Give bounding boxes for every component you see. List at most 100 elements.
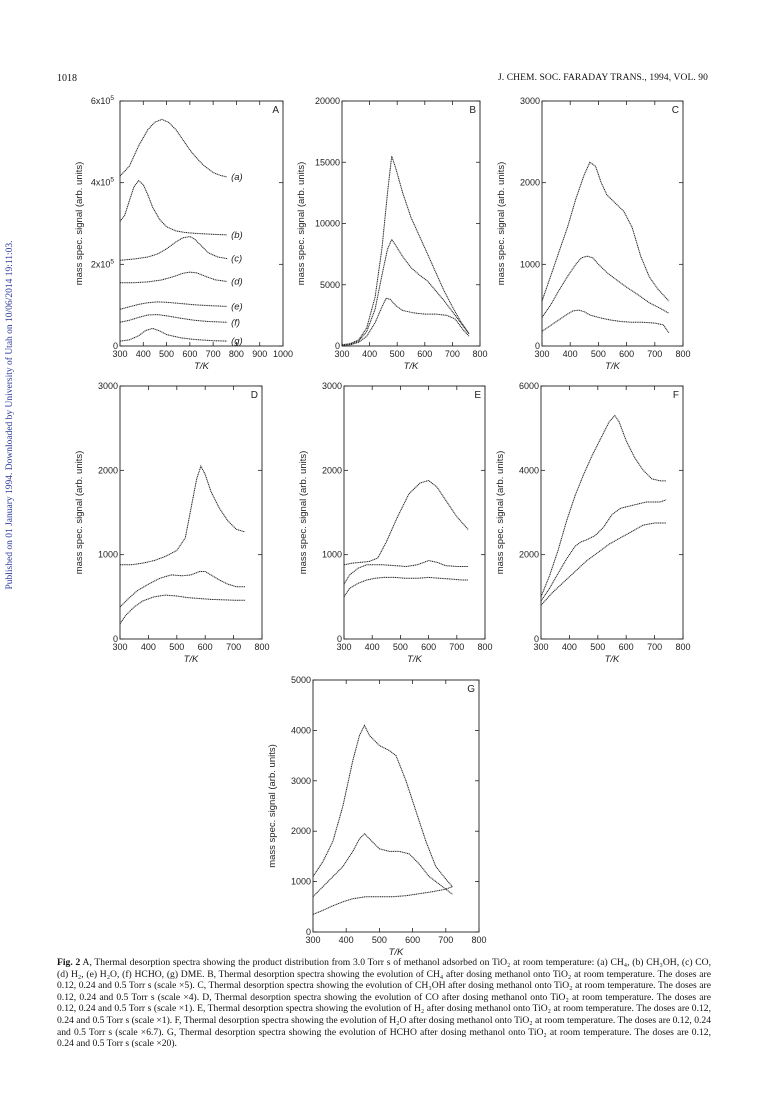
data-series-line	[343, 479, 469, 566]
data-series-line	[119, 571, 245, 608]
data-series-line	[541, 161, 670, 302]
x-axis-label: T/K	[605, 361, 620, 372]
x-tick-label: 500	[393, 642, 408, 652]
series-label: (a)	[231, 172, 243, 183]
y-tick-label: 6x105	[91, 95, 115, 106]
x-tick-label: 700	[226, 642, 241, 652]
y-tick-label: 4000	[519, 465, 539, 475]
y-tick-label: 5000	[291, 675, 311, 685]
x-axis-label: T/K	[404, 361, 419, 372]
x-tick-label: 800	[254, 642, 269, 652]
x-tick-label: 400	[141, 642, 156, 652]
y-tick-exponent: 5	[110, 95, 114, 102]
y-tick-label: 0	[534, 634, 539, 644]
y-tick-exponent: 5	[110, 177, 114, 184]
panel-label: D	[251, 390, 258, 401]
y-tick-label: 4000	[291, 725, 311, 735]
data-series-line	[540, 522, 666, 606]
y-tick-label: 0	[337, 634, 342, 644]
series-label: (c)	[231, 254, 242, 265]
y-tick-label: 5000	[320, 280, 340, 290]
x-tick-label: 900	[252, 349, 267, 359]
running-head: J. CHEM. SOC. FARADAY TRANS., 1994, VOL.…	[498, 73, 708, 83]
y-tick-label: 6000	[519, 381, 539, 391]
panel-label: A	[272, 105, 279, 116]
data-series-line	[119, 327, 228, 342]
y-tick-exponent: 5	[110, 258, 114, 265]
y-tick-label: 10000	[315, 219, 340, 229]
data-series-line	[119, 301, 228, 310]
x-axis-label: T/K	[194, 361, 209, 372]
y-tick-label: 0	[113, 634, 118, 644]
plot-frame	[312, 679, 480, 933]
y-tick-label: 0	[535, 341, 540, 351]
x-axis-label: T/K	[407, 654, 422, 665]
y-axis-label: mass spec. signal (arb. units)	[296, 162, 307, 286]
x-tick-label: 700	[438, 935, 453, 945]
x-tick-label: 300	[336, 642, 351, 652]
data-series-line	[119, 314, 228, 323]
x-tick-label: 600	[198, 642, 213, 652]
x-tick-label: 500	[159, 349, 174, 359]
plot-frame	[541, 100, 684, 347]
plot-frame	[540, 385, 684, 640]
x-tick-label: 700	[449, 642, 464, 652]
y-axis-label: mass spec. signal (arb. units)	[267, 744, 278, 868]
y-tick-label: 2000	[291, 826, 311, 836]
data-series-line	[540, 499, 667, 602]
panel-label: B	[469, 105, 476, 116]
x-tick-label: 600	[619, 642, 634, 652]
x-tick-label: 300	[112, 642, 127, 652]
x-tick-label: 600	[182, 349, 197, 359]
plot-frame	[119, 385, 263, 640]
y-tick-label: 2000	[519, 550, 539, 560]
x-tick-label: 300	[533, 642, 548, 652]
x-tick-label: 600	[405, 935, 420, 945]
x-tick-label: 500	[372, 935, 387, 945]
data-series-line	[120, 271, 228, 284]
x-axis-label: T/K	[389, 947, 404, 958]
panel-label: F	[673, 390, 679, 401]
x-tick-label: 500	[390, 349, 405, 359]
figure-caption-label: Fig. 2	[57, 957, 81, 968]
y-tick-label: 20000	[315, 96, 340, 106]
y-tick-label: 0	[306, 927, 311, 937]
x-tick-label: 800	[229, 349, 244, 359]
x-tick-label: 400	[562, 642, 577, 652]
x-tick-label: 500	[169, 642, 184, 652]
data-series-line	[540, 414, 666, 597]
series-label: (b)	[231, 230, 243, 241]
data-series-line	[312, 886, 453, 915]
data-series-line	[541, 255, 670, 318]
x-tick-label: 600	[417, 349, 432, 359]
data-series-line	[119, 236, 228, 261]
x-tick-label: 800	[471, 935, 486, 945]
plot-frame	[119, 100, 284, 347]
y-tick-label: 2000	[322, 465, 342, 475]
figure-caption: Fig. 2 A, Thermal desorption spectra sho…	[57, 957, 711, 1050]
y-tick-label: 3000	[98, 381, 118, 391]
y-tick-label: 1000	[98, 550, 118, 560]
x-tick-label: 1000	[273, 349, 293, 359]
page-number: 1018	[57, 73, 77, 84]
x-tick-label: 300	[534, 349, 549, 359]
data-series-line	[341, 155, 470, 346]
y-tick-label: 0	[113, 341, 118, 351]
x-axis-label: T/K	[184, 654, 199, 665]
y-axis-label: mass spec. signal (arb. units)	[496, 162, 507, 286]
x-tick-label: 800	[472, 349, 487, 359]
x-axis-label: T/K	[605, 654, 620, 665]
panel-label: C	[672, 105, 679, 116]
y-tick-label: 15000	[315, 157, 340, 167]
x-tick-label: 700	[647, 349, 662, 359]
y-tick-label: 2000	[520, 178, 540, 188]
series-label: (e)	[231, 301, 243, 312]
y-axis-label: mass spec. signal (arb. units)	[74, 162, 85, 286]
x-tick-label: 400	[365, 642, 380, 652]
